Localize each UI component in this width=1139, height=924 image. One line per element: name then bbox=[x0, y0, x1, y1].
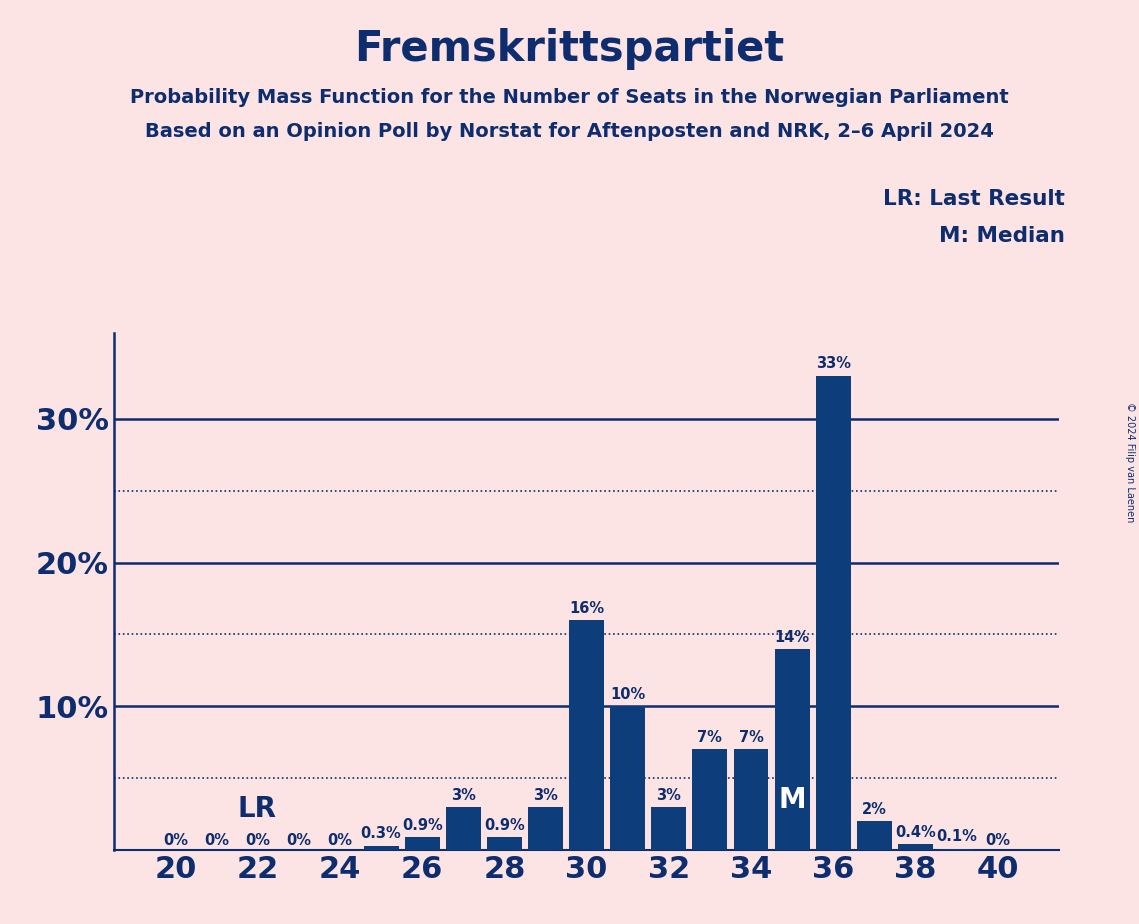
Bar bbox=[816, 376, 851, 850]
Bar bbox=[570, 620, 604, 850]
Text: 7%: 7% bbox=[697, 730, 722, 745]
Bar bbox=[611, 706, 645, 850]
Text: Based on an Opinion Poll by Norstat for Aftenposten and NRK, 2–6 April 2024: Based on an Opinion Poll by Norstat for … bbox=[145, 122, 994, 141]
Text: 33%: 33% bbox=[816, 357, 851, 371]
Bar bbox=[445, 807, 481, 850]
Text: Fremskrittspartiet: Fremskrittspartiet bbox=[354, 28, 785, 69]
Text: 0%: 0% bbox=[985, 833, 1010, 848]
Text: 7%: 7% bbox=[738, 730, 763, 745]
Text: 14%: 14% bbox=[775, 629, 810, 645]
Text: © 2024 Filip van Laenen: © 2024 Filip van Laenen bbox=[1125, 402, 1134, 522]
Text: M: M bbox=[778, 785, 806, 814]
Bar bbox=[363, 845, 399, 850]
Text: 0%: 0% bbox=[204, 833, 229, 848]
Bar bbox=[857, 821, 892, 850]
Text: LR: Last Result: LR: Last Result bbox=[883, 189, 1065, 210]
Text: 0.1%: 0.1% bbox=[936, 830, 977, 845]
Text: M: Median: M: Median bbox=[939, 226, 1065, 247]
Bar bbox=[486, 837, 522, 850]
Text: 0.9%: 0.9% bbox=[484, 818, 525, 833]
Text: 0%: 0% bbox=[328, 833, 352, 848]
Text: 3%: 3% bbox=[533, 787, 558, 803]
Text: 16%: 16% bbox=[570, 601, 604, 615]
Text: 0%: 0% bbox=[245, 833, 270, 848]
Text: 0.3%: 0.3% bbox=[361, 826, 401, 842]
Bar bbox=[734, 749, 769, 850]
Bar bbox=[693, 749, 728, 850]
Text: 0%: 0% bbox=[163, 833, 188, 848]
Text: 3%: 3% bbox=[451, 787, 476, 803]
Bar bbox=[528, 807, 563, 850]
Text: LR: LR bbox=[237, 796, 277, 823]
Bar bbox=[652, 807, 687, 850]
Bar bbox=[404, 837, 440, 850]
Text: Probability Mass Function for the Number of Seats in the Norwegian Parliament: Probability Mass Function for the Number… bbox=[130, 88, 1009, 107]
Bar bbox=[898, 845, 933, 850]
Text: 10%: 10% bbox=[611, 687, 646, 702]
Text: 3%: 3% bbox=[656, 787, 681, 803]
Text: 0.9%: 0.9% bbox=[402, 818, 443, 833]
Text: 2%: 2% bbox=[862, 802, 887, 817]
Text: 0.4%: 0.4% bbox=[895, 825, 936, 840]
Bar bbox=[939, 848, 974, 850]
Text: 0%: 0% bbox=[286, 833, 311, 848]
Bar bbox=[775, 649, 810, 850]
